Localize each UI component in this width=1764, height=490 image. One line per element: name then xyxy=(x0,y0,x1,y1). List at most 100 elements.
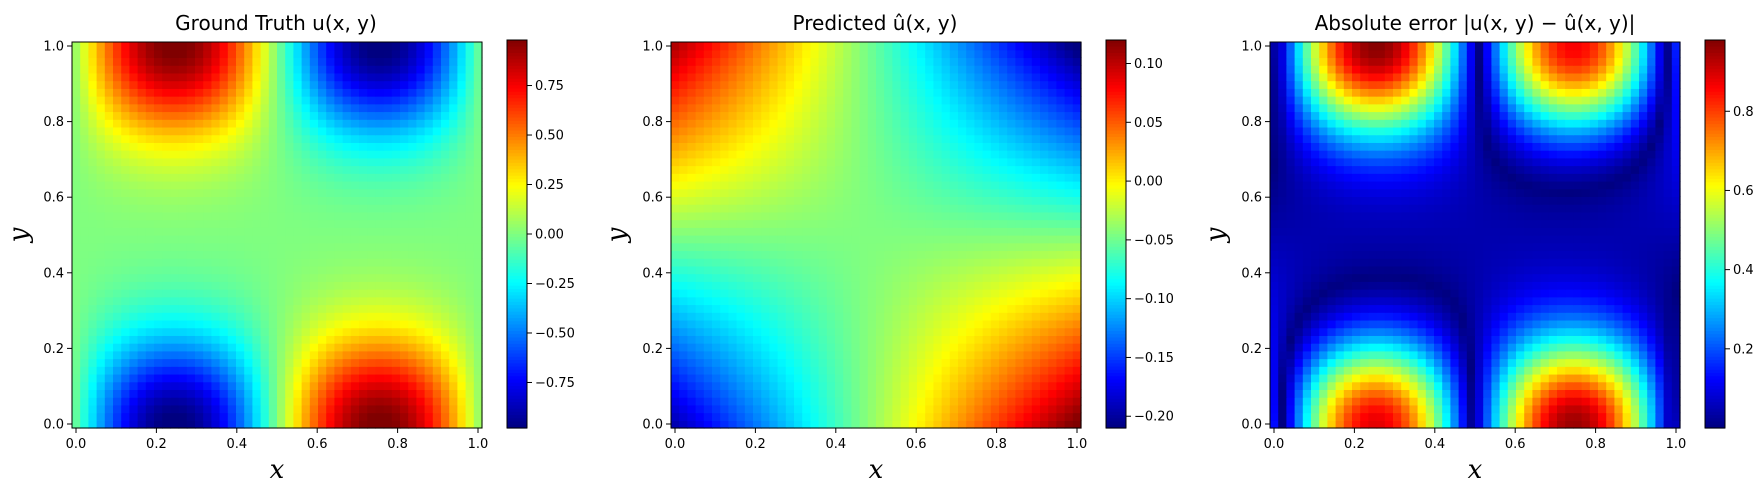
heatmap-cell xyxy=(1015,126,1025,136)
heatmap-cell xyxy=(794,119,803,128)
heatmap-cell xyxy=(227,343,237,352)
heatmap-cell xyxy=(137,142,147,151)
heatmap-cell xyxy=(252,111,262,120)
heatmap-cell xyxy=(186,296,196,306)
heatmap-cell xyxy=(260,49,270,59)
heatmap-cell xyxy=(334,358,344,367)
heatmap-cell xyxy=(1072,88,1082,97)
heatmap-cell xyxy=(728,412,738,421)
heatmap-cell xyxy=(104,180,114,190)
heatmap-cell xyxy=(195,49,204,59)
heatmap-cell xyxy=(1015,242,1025,252)
heatmap-cell xyxy=(96,281,106,290)
heatmap-cell xyxy=(432,42,442,51)
heatmap-cell xyxy=(851,397,861,406)
heatmap-cell xyxy=(203,204,212,213)
heatmap-cell xyxy=(80,219,89,228)
heatmap-cell xyxy=(744,211,754,221)
heatmap-cell xyxy=(1015,165,1025,174)
heatmap-cell xyxy=(465,335,475,344)
heatmap-cell xyxy=(195,343,204,352)
heatmap-cell xyxy=(949,265,959,275)
heatmap-cell xyxy=(671,96,680,105)
heatmap-cell xyxy=(121,150,130,159)
heatmap-cell xyxy=(720,289,729,298)
heatmap-cell xyxy=(121,196,130,205)
heatmap-cell xyxy=(424,157,434,167)
heatmap-cell xyxy=(736,304,746,313)
heatmap-cell xyxy=(96,111,106,120)
heatmap-cell xyxy=(1048,397,1057,406)
heatmap-cell xyxy=(227,373,237,383)
heatmap-cell xyxy=(318,265,327,275)
heatmap-cell xyxy=(80,373,89,383)
heatmap-cell xyxy=(252,157,262,167)
heatmap-cell xyxy=(236,358,245,367)
heatmap-cell xyxy=(900,196,910,205)
heatmap-cell xyxy=(974,343,984,352)
heatmap-cell xyxy=(285,72,294,82)
heatmap-cell xyxy=(876,358,885,367)
heatmap-cell xyxy=(350,196,360,205)
heatmap-cell xyxy=(334,42,344,51)
heatmap-cell xyxy=(835,273,844,282)
heatmap-cell xyxy=(186,397,196,406)
heatmap-cell xyxy=(195,126,204,136)
heatmap-cell xyxy=(162,103,171,113)
heatmap-cell xyxy=(96,242,106,252)
heatmap-cell xyxy=(162,335,171,344)
heatmap-cell xyxy=(917,404,926,414)
heatmap-cell xyxy=(432,350,442,360)
heatmap-cell xyxy=(794,412,803,421)
heatmap-cell xyxy=(835,412,844,421)
heatmap-cell xyxy=(162,134,171,143)
heatmap-cell xyxy=(465,343,475,352)
heatmap-cell xyxy=(72,111,81,120)
heatmap-cell xyxy=(326,126,335,136)
heatmap-cell xyxy=(104,227,114,236)
heatmap-cell xyxy=(408,350,417,360)
heatmap-cell xyxy=(876,327,885,336)
heatmap-cell xyxy=(277,281,286,290)
heatmap-cell xyxy=(933,119,943,128)
heatmap-cell xyxy=(974,404,984,414)
heatmap-cell xyxy=(851,180,861,190)
colorbar-segment xyxy=(507,117,527,122)
heatmap-cell xyxy=(712,180,721,190)
heatmap-cell xyxy=(728,335,738,344)
heatmap-cell xyxy=(195,289,204,298)
heatmap-cell xyxy=(80,126,89,136)
heatmap-cell xyxy=(933,242,943,252)
heatmap-cell xyxy=(260,312,270,321)
heatmap-cell xyxy=(277,327,286,336)
heatmap-cell xyxy=(777,180,787,190)
heatmap-cell xyxy=(802,235,811,244)
heatmap-cell xyxy=(1064,389,1074,398)
heatmap-cell xyxy=(736,265,746,275)
heatmap-cell xyxy=(1015,265,1025,275)
heatmap-cell xyxy=(408,211,417,221)
heatmap-cell xyxy=(383,80,393,89)
heatmap-cell xyxy=(391,389,401,398)
heatmap-cell xyxy=(1072,381,1082,390)
heatmap-cell xyxy=(309,319,319,329)
heatmap-cell xyxy=(170,335,180,344)
heatmap-cell xyxy=(301,358,311,367)
heatmap-cell xyxy=(285,358,294,367)
colorbar-segment xyxy=(507,143,527,148)
heatmap-cell xyxy=(268,157,278,167)
heatmap-cell xyxy=(162,188,171,197)
heatmap-cell xyxy=(96,134,106,143)
heatmap-cell xyxy=(96,235,106,244)
heatmap-cell xyxy=(178,273,188,282)
heatmap-cell xyxy=(309,258,319,267)
heatmap-cell xyxy=(1072,204,1082,213)
heatmap-cell xyxy=(1015,397,1025,406)
heatmap-cell xyxy=(908,157,918,167)
heatmap-cell xyxy=(884,72,893,82)
heatmap-cell xyxy=(113,296,122,306)
heatmap-cell xyxy=(785,96,795,105)
heatmap-cell xyxy=(203,358,212,367)
heatmap-cell xyxy=(728,250,738,259)
heatmap-cell xyxy=(178,188,188,197)
